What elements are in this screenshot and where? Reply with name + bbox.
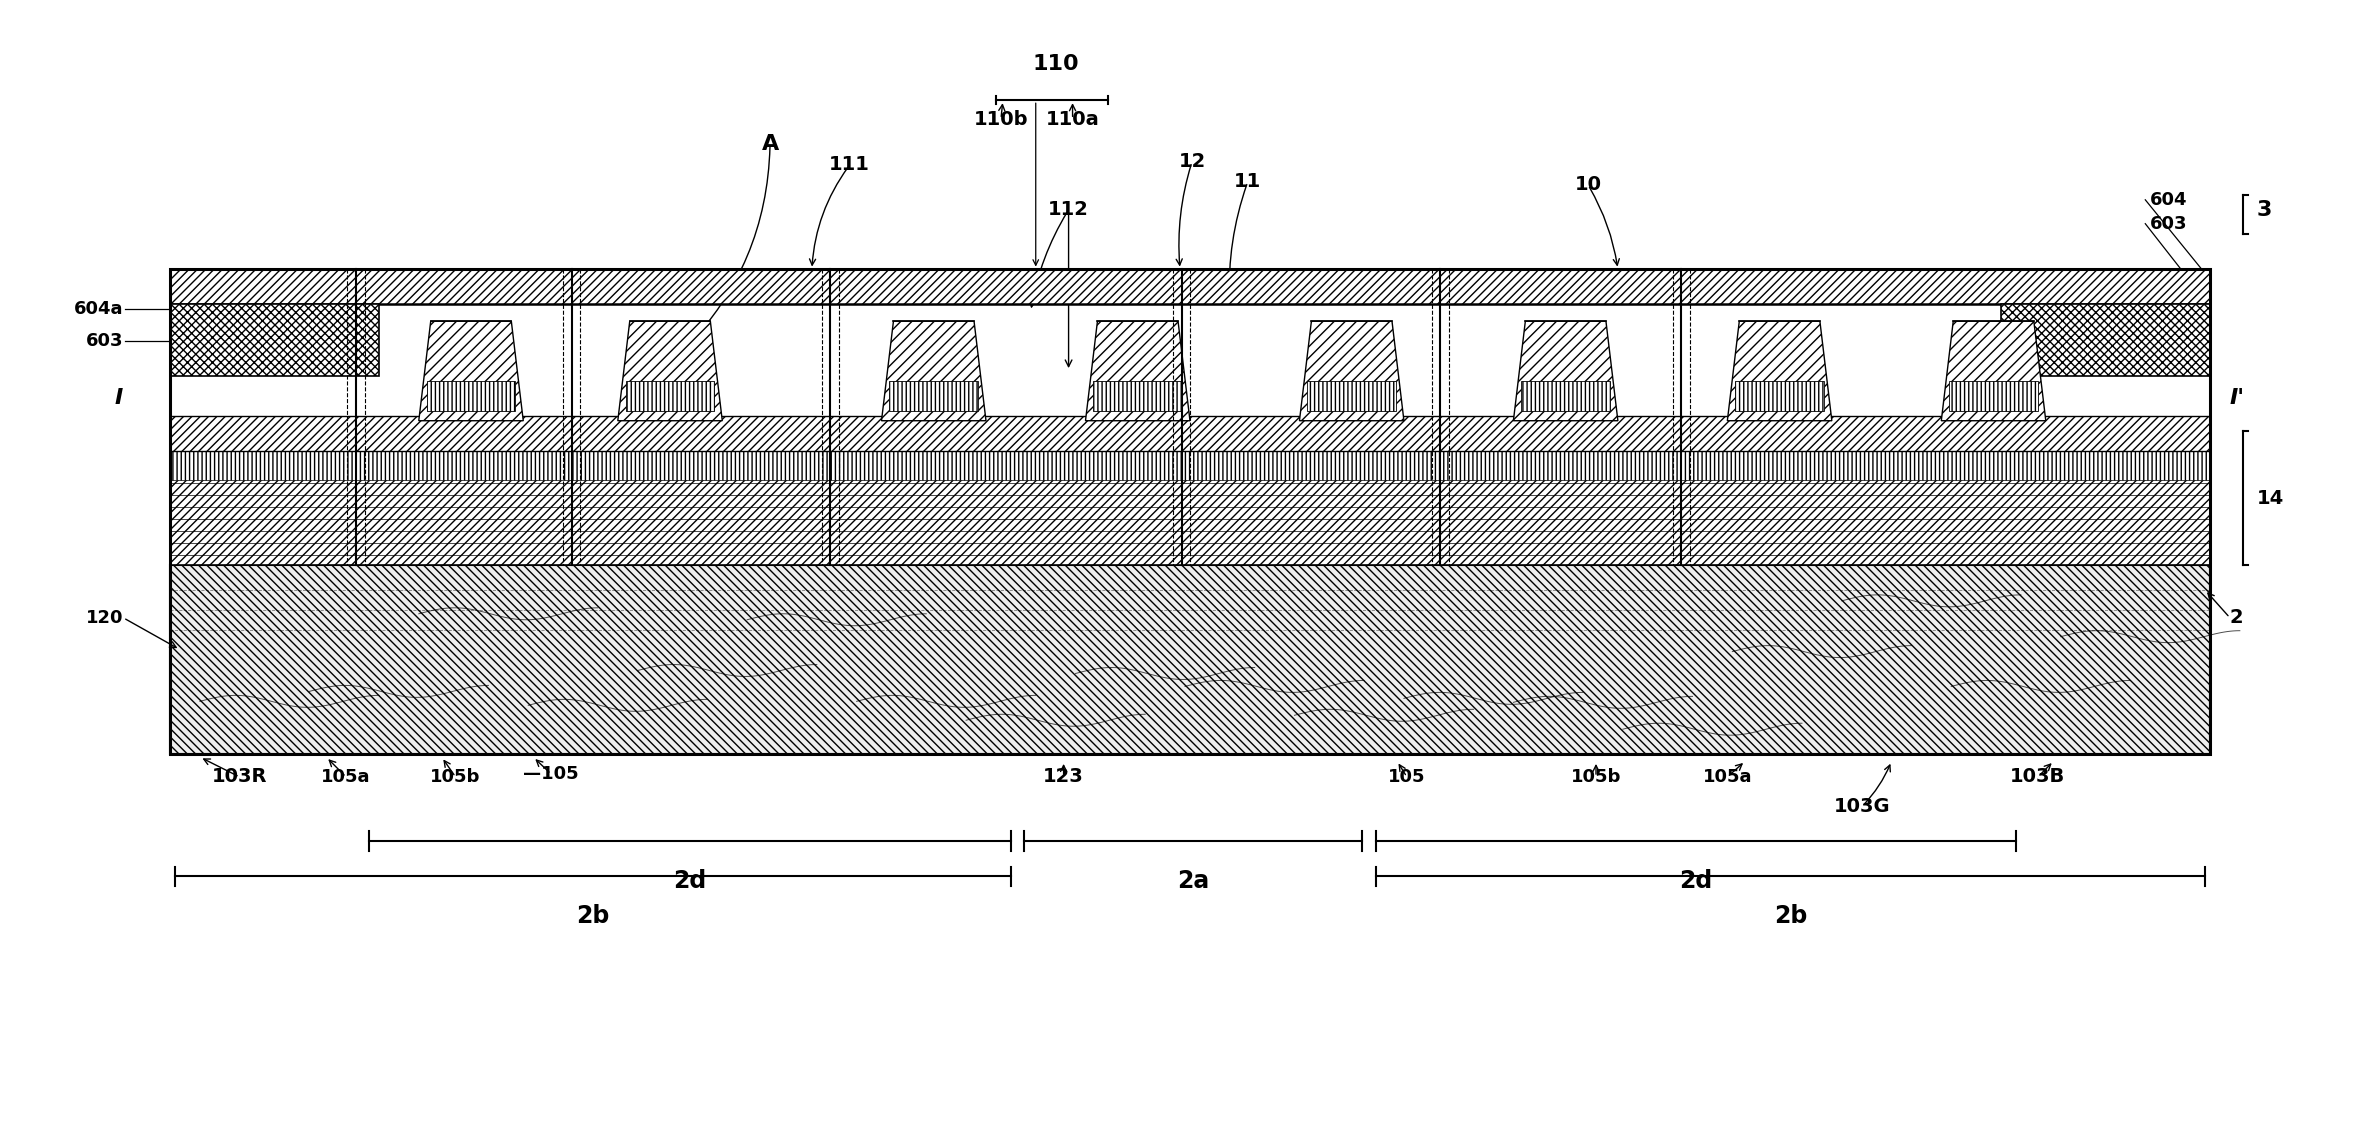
Text: 2: 2 bbox=[2230, 608, 2244, 628]
Text: 105a: 105a bbox=[321, 767, 370, 786]
Bar bbox=[428, 381, 515, 410]
Bar bbox=[2002, 305, 2211, 376]
Text: 103G: 103G bbox=[1834, 797, 1890, 816]
Text: 11: 11 bbox=[1235, 173, 1261, 191]
Text: 103R: 103R bbox=[211, 767, 268, 787]
Polygon shape bbox=[1299, 322, 1404, 421]
Text: 105a: 105a bbox=[1703, 767, 1753, 786]
Bar bbox=[171, 269, 2211, 754]
Text: 120: 120 bbox=[86, 608, 124, 626]
Text: 105b: 105b bbox=[430, 767, 480, 786]
Text: 604: 604 bbox=[2149, 191, 2187, 209]
Text: 12: 12 bbox=[1178, 152, 1206, 172]
Text: 110a: 110a bbox=[1045, 109, 1100, 128]
Text: A: A bbox=[762, 134, 779, 155]
Text: 2b: 2b bbox=[1774, 904, 1807, 928]
Text: 110b: 110b bbox=[974, 109, 1028, 128]
Bar bbox=[171, 416, 2211, 450]
Polygon shape bbox=[1513, 322, 1617, 421]
Bar bbox=[171, 450, 2211, 481]
Polygon shape bbox=[618, 322, 722, 421]
Text: I': I' bbox=[2230, 388, 2244, 408]
Text: 123: 123 bbox=[1043, 767, 1083, 787]
Text: 105b: 105b bbox=[1570, 767, 1622, 786]
Text: 111: 111 bbox=[829, 156, 869, 174]
Polygon shape bbox=[418, 322, 522, 421]
Bar bbox=[625, 381, 715, 410]
Bar bbox=[1950, 381, 2038, 410]
Bar bbox=[1092, 381, 1183, 410]
Bar bbox=[171, 565, 2211, 754]
Text: 3: 3 bbox=[2256, 200, 2273, 219]
Text: 603: 603 bbox=[86, 332, 124, 350]
Bar bbox=[171, 305, 380, 376]
Text: 10: 10 bbox=[1575, 175, 1601, 194]
Text: 105: 105 bbox=[1387, 767, 1425, 786]
Text: —105: —105 bbox=[522, 765, 580, 783]
Text: 2a: 2a bbox=[1178, 869, 1209, 893]
Text: 2d: 2d bbox=[674, 869, 708, 893]
Text: 604a: 604a bbox=[74, 300, 124, 318]
Bar bbox=[1522, 381, 1610, 410]
Text: 112: 112 bbox=[1047, 200, 1090, 219]
Bar bbox=[1736, 381, 1824, 410]
Bar bbox=[1306, 381, 1396, 410]
Bar bbox=[171, 425, 2211, 565]
Bar bbox=[891, 381, 978, 410]
Polygon shape bbox=[881, 322, 986, 421]
Text: 110: 110 bbox=[1033, 55, 1078, 75]
Text: 2b: 2b bbox=[577, 904, 610, 928]
Text: 2d: 2d bbox=[1679, 869, 1712, 893]
Polygon shape bbox=[1940, 322, 2045, 421]
Bar bbox=[171, 269, 2211, 305]
Polygon shape bbox=[1085, 322, 1190, 421]
Text: I: I bbox=[114, 388, 123, 408]
Text: 14: 14 bbox=[2256, 489, 2285, 508]
Text: 603: 603 bbox=[2149, 215, 2187, 233]
Polygon shape bbox=[1727, 322, 1831, 421]
Text: 103B: 103B bbox=[2009, 767, 2066, 787]
